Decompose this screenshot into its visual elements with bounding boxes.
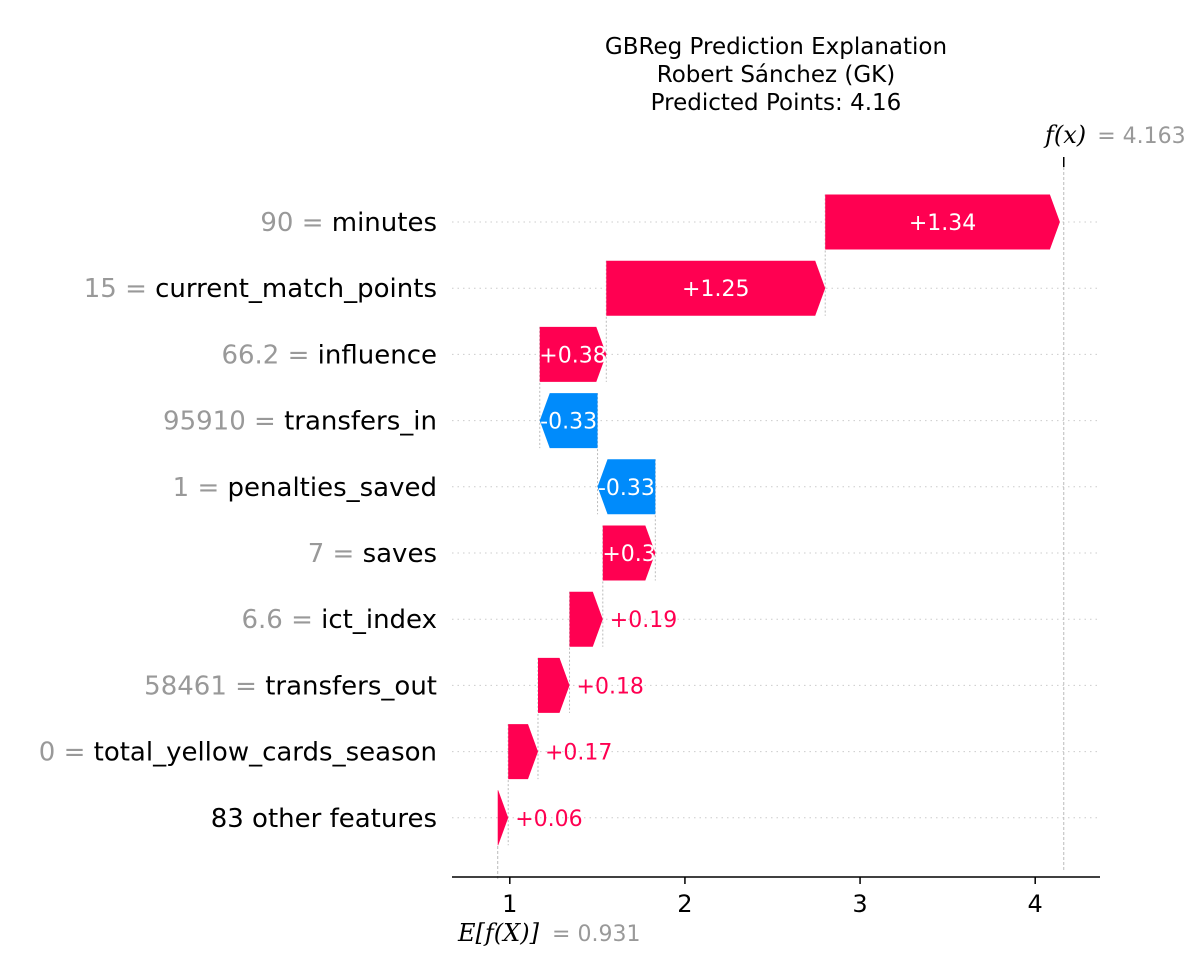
feature-name: influence <box>318 340 437 370</box>
feature-label: 83 other features <box>211 804 437 834</box>
feature-value: 6.6 = <box>241 605 321 635</box>
feature-value: 66.2 = <box>221 340 317 370</box>
feature-value: 0 = <box>39 738 94 768</box>
feature-name: transfers_out <box>265 671 437 701</box>
feature-label: 90 = minutes <box>260 208 437 238</box>
feature-label: 6.6 = ict_index <box>241 605 437 635</box>
feature-labels: 90 = minutes 15 = current_match_points 66.… <box>39 208 437 834</box>
base-value-number: = 0.931 <box>552 922 640 947</box>
feature-label: 95910 = transfers_in <box>163 407 437 437</box>
waterfall-bar <box>606 260 826 316</box>
waterfall-bar <box>497 790 509 846</box>
feature-label: 1 = penalties_saved <box>173 473 437 503</box>
waterfall-bar <box>602 525 656 581</box>
feature-name: current_match_points <box>155 274 437 304</box>
feature-name: ict_index <box>321 605 437 635</box>
feature-value: 1 = <box>173 473 228 503</box>
feature-value: 15 = <box>84 274 155 304</box>
bar-value-label: +0.19 <box>610 608 677 633</box>
feature-value: 95910 = <box>163 407 284 437</box>
x-tick-label: 4 <box>1028 890 1043 918</box>
feature-value: 7 = <box>308 539 363 569</box>
title-line-3: Predicted Points: 4.16 <box>651 90 902 116</box>
x-tick-label: 1 <box>502 890 517 918</box>
bar-value-label: +0.38 <box>539 343 606 368</box>
title-line-1: GBReg Prediction Explanation <box>605 34 947 60</box>
waterfall-bar <box>597 459 656 515</box>
chart-title: GBReg Prediction Explanation Robert Sánc… <box>605 34 947 116</box>
base-value-symbol: E[f(X)] <box>457 919 540 947</box>
bar-value-label: +0.17 <box>545 741 612 766</box>
feature-name: total_yellow_cards_season <box>94 738 437 768</box>
feature-label: 66.2 = influence <box>221 340 437 370</box>
feature-name: saves <box>363 539 437 569</box>
final-value-number: = 4.163 <box>1097 124 1185 149</box>
annotations: f(x) = 4.163 E[f(X)] = 0.931 <box>457 121 1186 947</box>
x-axis: 1 2 3 4 <box>452 876 1100 918</box>
bar-value-label: +0.18 <box>577 674 644 699</box>
feature-name: minutes <box>332 208 437 238</box>
feature-label: 7 = saves <box>308 539 437 569</box>
feature-value: 58461 = <box>144 671 265 701</box>
x-tick-label: 2 <box>677 890 692 918</box>
bar-value-label: -0.33 <box>540 410 597 435</box>
bar-value-label: +0.06 <box>515 807 582 832</box>
bar-value-label: +1.25 <box>682 277 749 302</box>
feature-label: 15 = current_match_points <box>84 274 437 304</box>
feature-label: 0 = total_yellow_cards_season <box>39 738 437 768</box>
waterfall-bar <box>539 393 598 449</box>
feature-name: penalties_saved <box>228 473 437 503</box>
waterfall-bar <box>539 326 607 382</box>
waterfall-bar <box>537 657 570 713</box>
bar-value-label: -0.33 <box>598 476 655 501</box>
feature-value: 90 = <box>260 208 331 238</box>
feature-label: 58461 = transfers_out <box>144 671 437 701</box>
waterfall-bar <box>508 724 538 780</box>
waterfall-bar <box>569 591 603 647</box>
x-tick-label: 3 <box>852 890 867 918</box>
bar-value-label: +0.3 <box>602 542 655 567</box>
bar-value-label: +1.34 <box>909 211 976 236</box>
bars: +1.34 +1.25 +0.38 -0.33 -0.33 +0.3 +0.19 +0.18 +… <box>497 194 1060 846</box>
feature-name: 83 other features <box>211 804 437 834</box>
waterfall-bar <box>825 194 1060 250</box>
final-value-symbol: f(x) <box>1043 121 1086 149</box>
final-value-label: f(x) = 4.163 <box>1043 121 1186 149</box>
feature-name: transfers_in <box>284 407 437 437</box>
title-line-2: Robert Sánchez (GK) <box>657 62 895 88</box>
base-value-label: E[f(X)] = 0.931 <box>457 919 640 947</box>
